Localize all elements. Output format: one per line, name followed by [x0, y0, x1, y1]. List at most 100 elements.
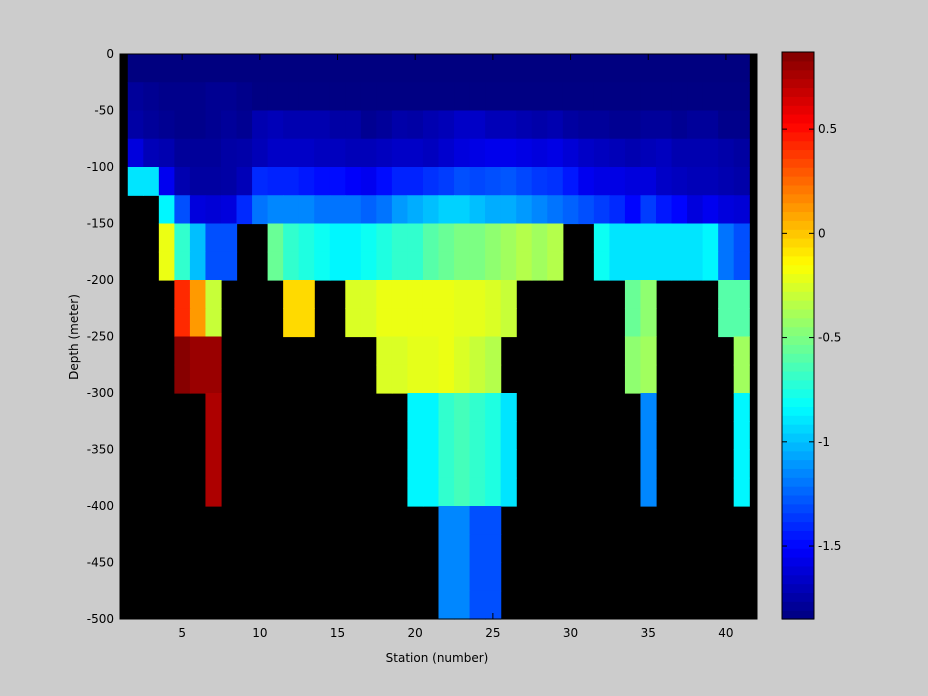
heatmap-cell — [345, 251, 362, 281]
heatmap-cell — [283, 195, 300, 225]
colorbar-tick-label: -1.5 — [818, 539, 841, 553]
heatmap-cell — [205, 477, 222, 507]
heatmap-cell — [345, 54, 362, 83]
heatmap-cell — [391, 336, 409, 366]
colorbar-swatch — [782, 530, 814, 540]
heatmap-cell — [422, 477, 440, 507]
x-tick-label: 10 — [252, 626, 267, 640]
y-tick-label: -100 — [87, 160, 114, 174]
heatmap-cell — [733, 449, 750, 479]
heatmap-cell — [345, 195, 362, 225]
heatmap-cell — [702, 251, 719, 281]
heatmap-cell — [174, 167, 191, 196]
heatmap-cell — [314, 54, 331, 83]
heatmap-cell — [702, 54, 719, 83]
colorbar-swatch — [782, 477, 814, 487]
heatmap-cell — [624, 336, 642, 366]
heatmap-cell — [469, 336, 486, 366]
heatmap-cell — [593, 223, 611, 253]
heatmap-cell — [500, 54, 517, 83]
colorbar — [781, 51, 815, 620]
heatmap-cell — [469, 82, 486, 112]
heatmap-cell — [345, 167, 362, 196]
heatmap-cell — [454, 449, 471, 479]
heatmap-cell — [640, 110, 657, 140]
heatmap-cell — [158, 223, 175, 253]
heatmap-cell — [718, 280, 735, 309]
heatmap-cell — [485, 449, 502, 479]
heatmap-cell — [438, 195, 455, 225]
colorbar-swatch — [782, 246, 814, 257]
heatmap-cell — [252, 138, 269, 168]
heatmap-cell — [671, 167, 688, 196]
heatmap-cell — [516, 54, 533, 83]
heatmap-cell — [329, 110, 346, 140]
heatmap-cell — [438, 110, 455, 140]
heatmap-cell — [624, 54, 642, 83]
heatmap-cell — [376, 195, 393, 225]
colorbar-frame — [781, 51, 815, 620]
heatmap-cell — [376, 167, 393, 196]
heatmap-cell — [702, 110, 719, 140]
heatmap-cell — [438, 506, 455, 535]
heatmap-cell — [640, 364, 657, 394]
heatmap-cell — [174, 336, 191, 366]
heatmap-cell — [298, 308, 315, 338]
heatmap-cell — [531, 195, 548, 225]
heatmap-cell — [298, 167, 315, 196]
heatmap-cell — [267, 195, 284, 225]
heatmap-cell — [329, 167, 346, 196]
colorbar-swatch — [782, 583, 814, 594]
heatmap-cell — [562, 110, 579, 140]
heatmap-cell — [189, 251, 207, 281]
heatmap-cell — [469, 195, 486, 225]
heatmap-cell — [236, 54, 253, 83]
heatmap-cell — [733, 195, 750, 225]
heatmap-cell — [220, 167, 238, 196]
heatmap-cell — [624, 110, 642, 140]
colorbar-swatch — [782, 432, 814, 443]
heatmap-cell — [158, 167, 175, 196]
heatmap-cell — [733, 251, 750, 281]
heatmap-cell — [391, 82, 409, 112]
heatmap-cell — [547, 138, 564, 168]
heatmap-cell — [127, 167, 144, 196]
heatmap-cell — [609, 110, 626, 140]
heatmap-cell — [298, 138, 315, 168]
heatmap-cell — [656, 82, 673, 112]
heatmap-cell — [407, 449, 424, 479]
heatmap-cell — [376, 223, 393, 253]
heatmap-cell — [391, 251, 409, 281]
heatmap-cell — [407, 393, 424, 422]
heatmap-cell — [500, 223, 517, 253]
heatmap-cell — [205, 138, 222, 168]
heatmap-cell — [469, 449, 486, 479]
colorbar-swatch — [782, 521, 814, 532]
heatmap-cell — [236, 195, 253, 225]
heatmap-cell — [624, 364, 642, 394]
heatmap-cell — [236, 110, 253, 140]
heatmap-cell — [252, 167, 269, 196]
heatmap-cell — [267, 110, 284, 140]
heatmap-cell — [360, 167, 377, 196]
colorbar-swatch — [782, 238, 814, 248]
colorbar-swatch — [782, 362, 814, 372]
heatmap-cell — [283, 223, 300, 253]
heatmap-cell — [174, 364, 191, 394]
heatmap-cell — [640, 393, 657, 422]
heatmap-cell — [718, 110, 735, 140]
heatmap-cell — [376, 251, 393, 281]
heatmap-cell — [531, 54, 548, 83]
heatmap-cell — [376, 54, 393, 83]
heatmap-cell — [702, 138, 719, 168]
y-tick-label: -350 — [87, 443, 114, 457]
x-tick-label: 15 — [330, 626, 345, 640]
heatmap-cell — [174, 308, 191, 338]
heatmap-cell — [283, 82, 300, 112]
colorbar-swatch — [782, 193, 814, 204]
heatmap-cell — [391, 364, 409, 394]
colorbar-swatch — [782, 255, 814, 266]
heatmap-cell — [189, 110, 207, 140]
heatmap-cell — [718, 195, 735, 225]
heatmap-cell — [609, 167, 626, 196]
